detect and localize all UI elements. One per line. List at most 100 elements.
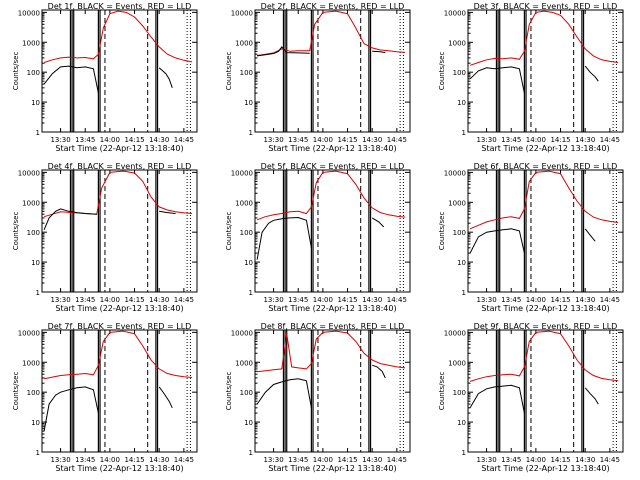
plot-frame [254,329,411,453]
y-tick-label: 10 [244,419,253,427]
y-tick-label: 100 [27,69,40,77]
y-tick-label: 10000 [231,329,253,337]
x-tick-label: 14:00 [526,456,546,464]
x-tick-label: 14:30 [362,136,382,144]
events-series-line [469,66,525,94]
events-series-line [158,386,173,409]
x-tick-label: 13:30 [476,296,496,304]
panel-title: Det 4f, BLACK = Events, RED = LLD [48,162,192,171]
x-tick-label: 14:45 [174,296,194,304]
x-tick-label: 14:15 [550,296,570,304]
events-series-line [469,384,525,414]
x-axis-label: Start Time (22-Apr-12 13:18:40) [268,144,396,153]
x-tick-label: 14:45 [174,136,194,144]
y-tick-label: 1 [249,129,253,137]
x-axis-label: Start Time (22-Apr-12 13:18:40) [481,304,609,313]
x-tick-label: 13:45 [501,136,521,144]
y-axis-label: Counts/sec [438,212,446,251]
detector-panel-3: Det 3f, BLACK = Events, RED = LLD 1 10 100 1… [438,2,624,153]
x-tick-label: 13:45 [75,456,95,464]
detector-panel-9: Det 9f, BLACK = Events, RED = LLD 1 10 100 1… [438,322,624,473]
x-tick-label: 14:45 [387,456,407,464]
detector-panel-7: Det 7f, BLACK = Events, RED = LLD 1 10 100 1… [12,322,198,473]
panel-title: Det 9f, BLACK = Events, RED = LLD [474,322,618,331]
y-tick-label: 1 [36,129,40,137]
x-tick-label: 14:15 [337,136,357,144]
x-tick-label: 14:30 [362,456,382,464]
y-tick-label: 1 [36,289,40,297]
y-axis-label: Counts/sec [225,372,233,411]
x-tick-label: 14:15 [124,296,144,304]
lld-series-line [257,10,406,56]
x-tick-label: 14:45 [600,296,620,304]
plot-frame [467,9,624,133]
lld-series-line [43,170,193,218]
x-tick-label: 14:00 [100,456,120,464]
x-tick-label: 14:15 [337,456,357,464]
events-series-line [159,210,176,214]
y-tick-label: 10000 [444,169,466,177]
y-tick-label: 100 [240,389,253,397]
x-axis-label: Start Time (22-Apr-12 13:18:40) [481,464,609,473]
panel-title: Det 2f, BLACK = Events, RED = LLD [261,2,405,11]
x-axis-label: Start Time (22-Apr-12 13:18:40) [55,144,183,153]
x-tick-label: 13:30 [476,136,496,144]
x-tick-label: 14:00 [526,136,546,144]
x-tick-label: 13:30 [50,136,70,144]
events-series-line [43,65,99,94]
y-tick-label: 10 [457,259,466,267]
events-series-line [256,216,312,260]
lld-series-line [43,10,193,63]
x-tick-label: 14:00 [100,296,120,304]
panel-title: Det 7f, BLACK = Events, RED = LLD [48,322,192,331]
x-tick-label: 14:00 [313,456,333,464]
y-tick-label: 1000 [235,359,253,367]
y-axis-label: Counts/sec [12,372,20,411]
x-tick-label: 14:30 [149,136,169,144]
events-series-line [372,364,386,379]
y-tick-label: 100 [453,389,466,397]
y-axis-label: Counts/sec [225,212,233,251]
lld-series-line [469,170,619,230]
x-tick-label: 14:00 [313,296,333,304]
detector-panel-5: Det 5f, BLACK = Events, RED = LLD 1 10 100 1… [225,162,411,313]
y-tick-label: 10 [457,99,466,107]
y-tick-label: 100 [240,229,253,237]
events-series-line [469,228,525,254]
x-tick-label: 14:30 [149,296,169,304]
y-tick-label: 1000 [448,199,466,207]
detector-panel-1: Det 1f, BLACK = Events, RED = LLD 1 10 100 1… [12,2,198,153]
detector-panel-4: Det 4f, BLACK = Events, RED = LLD 1 10 100 1… [12,162,198,313]
x-tick-label: 14:15 [124,136,144,144]
y-tick-label: 1000 [448,359,466,367]
y-axis-label: Counts/sec [438,52,446,91]
x-axis-label: Start Time (22-Apr-12 13:18:40) [55,304,183,313]
y-tick-label: 100 [27,229,40,237]
events-series-line [584,387,599,405]
y-tick-label: 10000 [444,9,466,17]
y-tick-label: 1 [462,289,466,297]
events-series-line [256,378,312,408]
panel-title: Det 5f, BLACK = Events, RED = LLD [261,162,405,171]
y-tick-label: 100 [27,389,40,397]
plot-frame [254,9,411,133]
plot-frame [41,9,198,133]
y-tick-label: 10000 [18,169,40,177]
y-tick-label: 1 [462,129,466,137]
panel-title: Det 1f, BLACK = Events, RED = LLD [48,2,192,11]
lld-series-line [43,330,193,380]
lld-series-line [257,330,406,373]
y-tick-label: 10000 [231,9,253,17]
y-axis-label: Counts/sec [12,212,20,251]
events-series-line [584,228,596,242]
x-tick-label: 14:00 [313,136,333,144]
events-series-line [584,65,599,82]
plot-frame [254,169,411,293]
y-tick-label: 1000 [22,199,40,207]
x-tick-label: 13:30 [263,296,283,304]
y-tick-label: 100 [453,229,466,237]
x-tick-label: 14:00 [526,296,546,304]
y-tick-label: 10000 [18,329,40,337]
x-tick-label: 13:45 [501,456,521,464]
